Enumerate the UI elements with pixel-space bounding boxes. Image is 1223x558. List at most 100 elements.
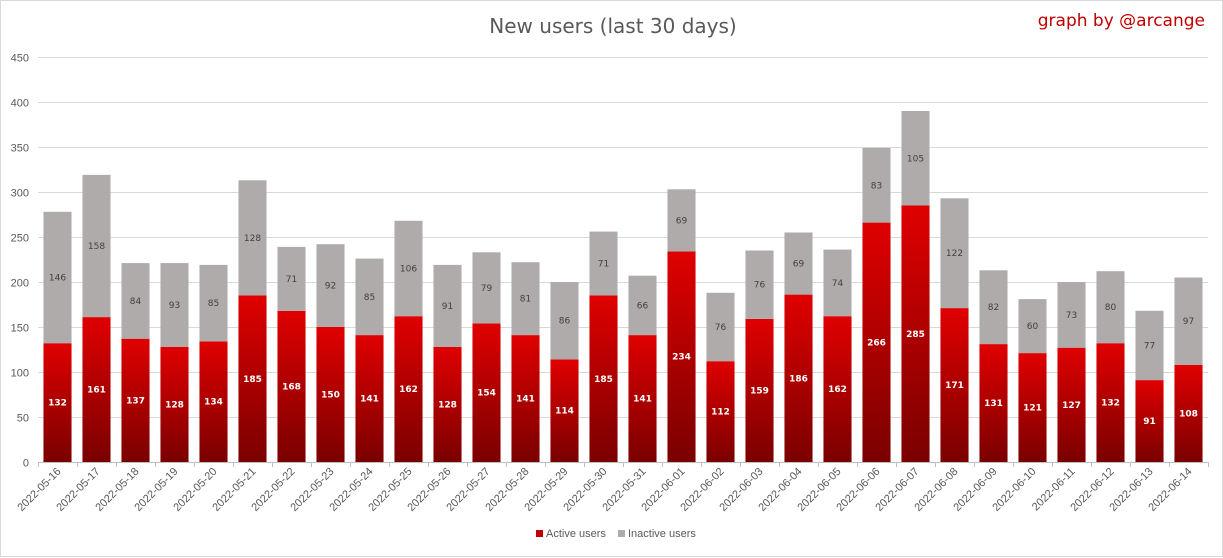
bar-active-users — [316, 327, 345, 462]
data-label-inactive: 76 — [754, 281, 766, 291]
y-tick-label: 200 — [11, 278, 29, 290]
data-label-inactive: 106 — [400, 265, 417, 275]
bar-active-users — [511, 335, 540, 462]
data-label-inactive: 76 — [715, 323, 727, 333]
data-labels-layer: 132 146 161 158 137 84 128 93 134 85 185 128 168 71 15… — [48, 154, 1198, 427]
bar-inactive-users — [1174, 277, 1203, 365]
data-label-active: 128 — [165, 400, 184, 410]
bar-active-users — [199, 341, 228, 462]
data-label-inactive: 69 — [793, 260, 805, 270]
bar-inactive-users — [901, 111, 930, 206]
data-label-inactive: 77 — [1144, 341, 1155, 351]
legend-swatch — [618, 530, 625, 537]
bar-inactive-users — [433, 264, 462, 347]
data-label-active: 141 — [516, 395, 535, 405]
data-label-inactive: 82 — [988, 303, 999, 313]
legend-label: Active users — [546, 528, 606, 540]
data-label-active: 154 — [477, 389, 496, 399]
bar-inactive-users — [316, 244, 345, 327]
data-label-inactive: 146 — [49, 274, 66, 284]
bar-inactive-users — [394, 220, 423, 317]
data-label-inactive: 73 — [1066, 311, 1077, 321]
bar-inactive-users — [667, 189, 696, 252]
bar-inactive-users — [862, 147, 891, 223]
data-label-active: 141 — [633, 395, 652, 405]
bar-inactive-users — [784, 232, 813, 295]
data-label-inactive: 69 — [676, 216, 688, 226]
data-label-active: 91 — [1143, 417, 1156, 427]
data-label-active: 128 — [438, 400, 457, 410]
bar-active-users — [979, 344, 1008, 462]
data-label-active: 141 — [360, 395, 379, 405]
data-label-inactive: 86 — [559, 317, 571, 327]
data-label-active: 234 — [672, 353, 691, 363]
y-tick-label: 0 — [23, 458, 29, 470]
bar-active-users — [940, 308, 969, 462]
bar-inactive-users — [823, 249, 852, 317]
data-label-active: 150 — [321, 391, 340, 401]
data-label-active: 186 — [789, 374, 808, 384]
data-label-active: 114 — [555, 407, 574, 417]
data-label-active: 171 — [945, 381, 964, 391]
bar-inactive-users — [121, 263, 150, 339]
data-label-inactive: 80 — [1105, 303, 1117, 313]
data-label-active: 137 — [126, 396, 145, 406]
data-label-inactive: 85 — [364, 293, 375, 303]
bar-active-users — [589, 295, 618, 462]
data-label-active: 159 — [750, 386, 769, 396]
bar-active-users — [1174, 364, 1203, 462]
y-tick-label: 250 — [11, 233, 29, 245]
bar-active-users — [238, 295, 267, 462]
data-label-inactive: 74 — [832, 279, 844, 289]
bar-inactive-users — [1135, 310, 1164, 381]
bar-active-users — [706, 361, 735, 462]
y-tick-label: 150 — [11, 323, 29, 335]
data-label-inactive: 158 — [88, 242, 105, 252]
data-label-inactive: 66 — [637, 301, 649, 311]
data-label-inactive: 122 — [946, 249, 963, 259]
data-label-active: 185 — [594, 375, 613, 385]
bar-active-users — [823, 316, 852, 462]
y-tick-label: 400 — [11, 98, 29, 110]
bar-active-users — [628, 335, 657, 462]
bar-inactive-users — [1057, 282, 1086, 348]
bar-inactive-users — [628, 275, 657, 336]
bar-inactive-users — [940, 198, 969, 309]
data-label-inactive: 79 — [481, 284, 493, 294]
data-label-inactive: 81 — [520, 295, 531, 305]
bars-layer — [43, 111, 1203, 462]
bar-inactive-users — [550, 282, 579, 360]
grid-layer: 0 50 100 150 200 250 300 350 400 450 — [11, 53, 1208, 470]
bar-active-users — [745, 318, 774, 462]
data-label-active: 131 — [984, 399, 1003, 409]
data-label-active: 162 — [399, 385, 418, 395]
y-tick-label: 350 — [11, 143, 29, 155]
data-label-active: 162 — [828, 385, 847, 395]
bar-inactive-users — [472, 252, 501, 324]
data-label-inactive: 92 — [325, 282, 336, 292]
data-label-active: 121 — [1023, 404, 1042, 414]
bar-inactive-users — [745, 250, 774, 319]
y-tick-label: 300 — [11, 188, 29, 200]
bar-inactive-users — [511, 262, 540, 336]
data-label-active: 168 — [282, 382, 301, 392]
y-tick-label: 100 — [11, 368, 29, 380]
data-label-inactive: 71 — [286, 275, 297, 285]
x-axis: 2022-05-162022-05-172022-05-182022-05-19… — [15, 462, 1209, 514]
bar-inactive-users — [979, 270, 1008, 345]
data-label-inactive: 105 — [907, 154, 924, 164]
data-label-inactive: 84 — [130, 297, 142, 307]
bar-inactive-users — [238, 180, 267, 296]
bar-inactive-users — [355, 258, 384, 336]
bar-active-users — [862, 222, 891, 462]
bar-active-users — [550, 359, 579, 462]
data-label-active: 127 — [1062, 401, 1081, 411]
bar-active-users — [1135, 380, 1164, 462]
data-label-active: 266 — [867, 338, 886, 348]
data-label-active: 285 — [906, 330, 925, 340]
bar-active-users — [121, 338, 150, 462]
bar-inactive-users — [277, 246, 306, 311]
y-tick-label: 450 — [11, 53, 29, 65]
data-label-inactive: 91 — [442, 302, 453, 312]
